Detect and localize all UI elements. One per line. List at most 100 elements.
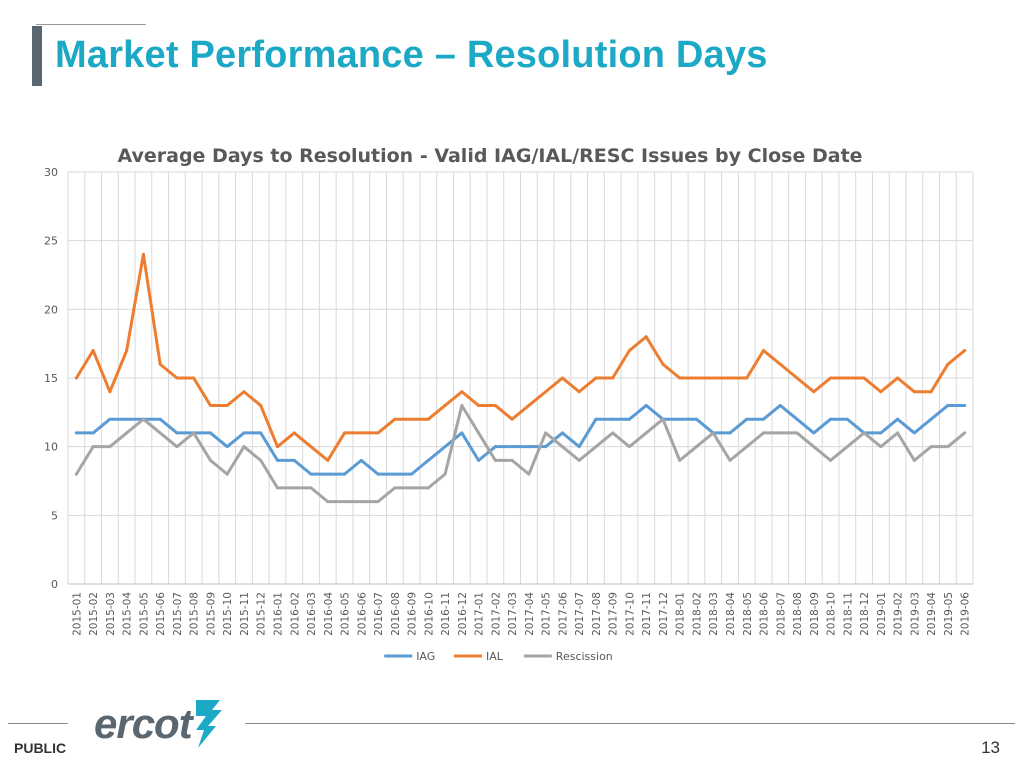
data-point-ial bbox=[560, 376, 564, 380]
x-tick-label: 2019-04 bbox=[926, 592, 938, 636]
data-point-ial bbox=[259, 403, 263, 407]
data-point-ial bbox=[627, 349, 631, 353]
data-point-rescission bbox=[393, 486, 397, 490]
data-point-iag bbox=[376, 472, 380, 476]
x-tick-label: 2018-04 bbox=[725, 592, 737, 636]
public-classification-label: PUBLIC bbox=[14, 740, 67, 756]
x-tick-label: 2017-03 bbox=[507, 592, 519, 636]
x-tick-label: 2015-09 bbox=[205, 592, 217, 636]
x-tick-label: 2015-07 bbox=[172, 592, 184, 636]
x-tick-label: 2015-04 bbox=[122, 592, 134, 636]
data-point-iag bbox=[242, 431, 246, 435]
data-point-iag bbox=[544, 445, 548, 449]
data-point-ial bbox=[309, 445, 313, 449]
data-point-rescission bbox=[879, 445, 883, 449]
x-tick-label: 2016-11 bbox=[440, 592, 452, 636]
data-point-iag bbox=[91, 431, 95, 435]
data-point-ial bbox=[845, 376, 849, 380]
data-point-iag bbox=[845, 417, 849, 421]
x-tick-label: 2017-07 bbox=[574, 592, 586, 636]
data-point-ial bbox=[141, 252, 145, 256]
data-point-ial bbox=[510, 417, 514, 421]
x-tick-label: 2016-06 bbox=[356, 592, 368, 636]
x-tick-label: 2018-08 bbox=[792, 592, 804, 636]
x-tick-label: 2017-06 bbox=[557, 592, 569, 636]
x-tick-label: 2016-10 bbox=[423, 592, 435, 636]
data-point-ial bbox=[410, 417, 414, 421]
x-tick-label: 2017-02 bbox=[490, 592, 502, 636]
x-tick-label: 2016-03 bbox=[306, 592, 318, 636]
data-point-ial bbox=[829, 376, 833, 380]
data-point-rescission bbox=[544, 431, 548, 435]
data-point-ial bbox=[879, 390, 883, 394]
title-accent-bar bbox=[32, 26, 42, 86]
x-tick-label: 2017-04 bbox=[524, 592, 536, 636]
data-point-rescission bbox=[611, 431, 615, 435]
data-point-iag bbox=[493, 445, 497, 449]
x-tick-label: 2018-12 bbox=[859, 592, 871, 636]
data-point-iag bbox=[443, 445, 447, 449]
data-point-rescission bbox=[74, 472, 78, 476]
data-point-iag bbox=[158, 417, 162, 421]
page-number: 13 bbox=[981, 738, 1000, 757]
data-point-ial bbox=[91, 349, 95, 353]
data-point-rescission bbox=[829, 458, 833, 462]
data-point-iag bbox=[896, 417, 900, 421]
data-point-iag bbox=[309, 472, 313, 476]
data-point-rescission bbox=[745, 445, 749, 449]
data-point-rescission bbox=[460, 403, 464, 407]
data-point-iag bbox=[426, 458, 430, 462]
data-point-ial bbox=[544, 390, 548, 394]
data-point-rescission bbox=[762, 431, 766, 435]
data-point-rescission bbox=[275, 486, 279, 490]
data-point-rescission bbox=[778, 431, 782, 435]
data-point-ial bbox=[158, 362, 162, 366]
data-point-iag bbox=[208, 431, 212, 435]
data-point-ial bbox=[795, 376, 799, 380]
y-tick-label: 0 bbox=[51, 578, 58, 591]
data-point-ial bbox=[661, 362, 665, 366]
x-tick-label: 2016-02 bbox=[289, 592, 301, 636]
data-point-iag bbox=[577, 445, 581, 449]
data-point-rescission bbox=[694, 445, 698, 449]
data-point-iag bbox=[762, 417, 766, 421]
y-tick-label: 20 bbox=[44, 303, 58, 316]
data-point-iag bbox=[644, 403, 648, 407]
x-tick-label: 2018-01 bbox=[675, 592, 687, 636]
x-tick-label: 2017-10 bbox=[624, 592, 636, 636]
y-tick-label: 25 bbox=[44, 235, 58, 248]
y-tick-label: 15 bbox=[44, 372, 58, 385]
data-point-rescission bbox=[795, 431, 799, 435]
data-point-ial bbox=[225, 403, 229, 407]
data-point-iag bbox=[728, 431, 732, 435]
data-point-rescission bbox=[326, 500, 330, 504]
x-tick-label: 2017-08 bbox=[591, 592, 603, 636]
x-tick-label: 2016-01 bbox=[272, 592, 284, 636]
data-point-rescission bbox=[711, 431, 715, 435]
data-point-ial bbox=[594, 376, 598, 380]
x-tick-label: 2019-06 bbox=[960, 592, 972, 636]
data-point-iag bbox=[326, 472, 330, 476]
x-tick-label: 2018-03 bbox=[708, 592, 720, 636]
data-point-ial bbox=[359, 431, 363, 435]
data-point-rescission bbox=[192, 431, 196, 435]
data-point-iag bbox=[879, 431, 883, 435]
data-point-ial bbox=[946, 362, 950, 366]
data-point-rescission bbox=[443, 472, 447, 476]
data-point-rescission bbox=[309, 486, 313, 490]
data-point-rescission bbox=[259, 458, 263, 462]
x-tick-label: 2018-09 bbox=[809, 592, 821, 636]
data-point-ial bbox=[963, 349, 967, 353]
data-point-rescission bbox=[661, 417, 665, 421]
data-point-ial bbox=[929, 390, 933, 394]
x-tick-label: 2018-11 bbox=[842, 592, 854, 636]
chart-title: Average Days to Resolution - Valid IAG/I… bbox=[117, 145, 862, 167]
data-point-ial bbox=[694, 376, 698, 380]
data-point-rescission bbox=[141, 417, 145, 421]
data-point-iag bbox=[527, 445, 531, 449]
x-tick-label: 2016-04 bbox=[323, 592, 335, 636]
x-tick-label: 2017-12 bbox=[658, 592, 670, 636]
x-tick-label: 2016-09 bbox=[407, 592, 419, 636]
data-point-ial bbox=[460, 390, 464, 394]
data-point-iag bbox=[963, 403, 967, 407]
